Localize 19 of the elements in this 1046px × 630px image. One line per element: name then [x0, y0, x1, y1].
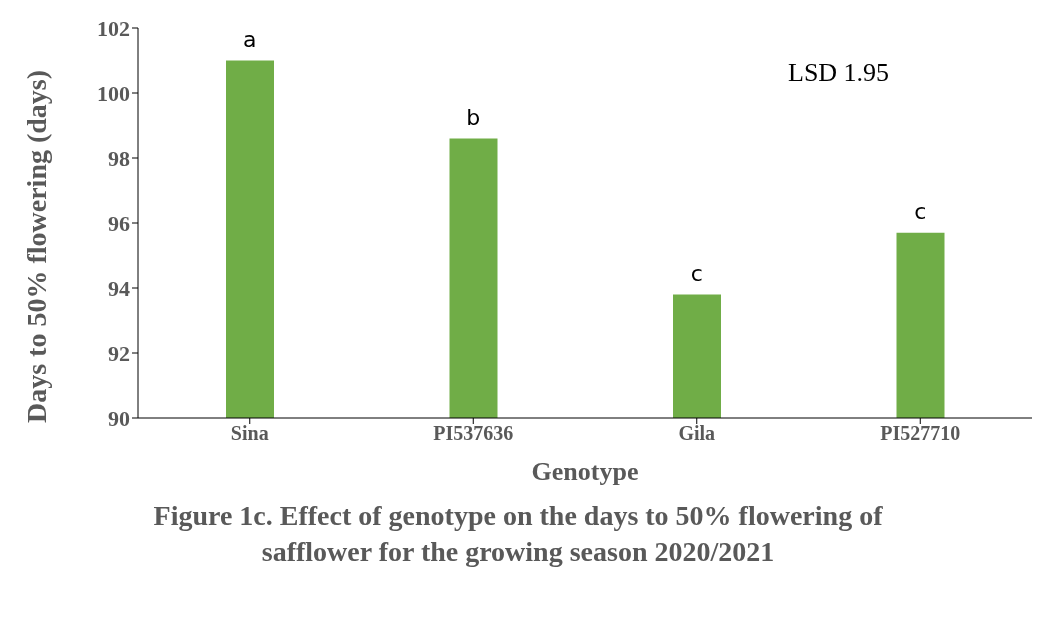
annotation: b — [466, 104, 481, 130]
annotation: a — [243, 26, 257, 52]
x-axis-title: Genotype — [531, 457, 639, 486]
y-tick-label: 92 — [108, 340, 130, 366]
x-tick-label: Gila — [678, 422, 716, 445]
annotation: LSD 1.95 — [788, 58, 890, 88]
y-axis-title: Days to 50% flowering (days) — [20, 69, 52, 423]
x-tick-label: PI537636 — [433, 422, 514, 445]
annotation: c — [690, 260, 703, 286]
x-tick-label: Sina — [230, 422, 269, 445]
annotation: c — [914, 198, 927, 224]
y-tick-label: 98 — [108, 145, 130, 171]
y-tick-label: 94 — [108, 275, 130, 301]
y-tick-label: 100 — [97, 80, 130, 106]
y-tick-label: 96 — [108, 210, 130, 236]
x-tick-label: PI527710 — [880, 422, 961, 445]
y-tick-label: 90 — [108, 405, 130, 431]
caption: Figure 1c. Effect of genotype on the days to 50% flowering of safflower for the growing season 2020/2021 — [152, 499, 884, 569]
y-tick-label: 102 — [97, 15, 130, 41]
